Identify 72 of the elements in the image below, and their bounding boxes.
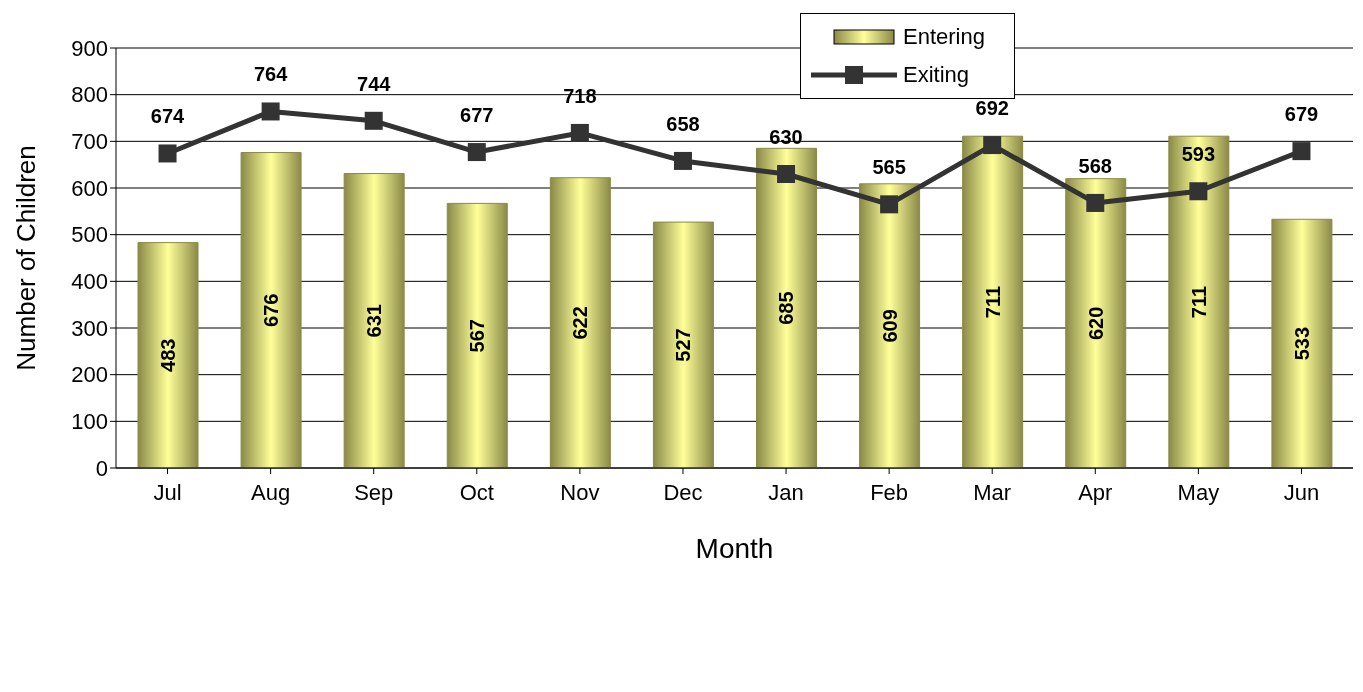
data-label: 620 bbox=[1084, 306, 1107, 341]
data-label: 658 bbox=[666, 112, 700, 135]
bar bbox=[1065, 178, 1127, 468]
y-tick-label: 0 bbox=[95, 455, 108, 481]
point bbox=[673, 151, 692, 170]
x-tick-label: Oct bbox=[459, 479, 494, 505]
x-tick-label: Dec bbox=[663, 479, 703, 505]
bar bbox=[549, 177, 611, 468]
bar bbox=[962, 135, 1024, 468]
x-tick-label: Nov bbox=[560, 479, 600, 505]
data-label: 676 bbox=[260, 293, 283, 327]
point bbox=[1292, 142, 1311, 161]
bar bbox=[652, 221, 714, 468]
x-tick-label: Aug bbox=[251, 479, 291, 505]
bar bbox=[343, 173, 405, 468]
data-label: 483 bbox=[157, 338, 179, 372]
data-label: 533 bbox=[1290, 326, 1313, 361]
legend-label: Exiting bbox=[903, 62, 970, 88]
data-label: 692 bbox=[975, 97, 1009, 120]
point bbox=[261, 102, 280, 121]
data-label: 674 bbox=[150, 105, 186, 128]
x-tick-label: May bbox=[1177, 479, 1220, 505]
x-tick-label: Apr bbox=[1078, 479, 1113, 505]
bar bbox=[137, 242, 199, 468]
data-label: 744 bbox=[357, 72, 392, 95]
data-label: 764 bbox=[253, 63, 289, 86]
x-tick-label: Jun bbox=[1283, 479, 1320, 505]
point bbox=[777, 165, 796, 183]
legend-label: Entering bbox=[903, 24, 985, 50]
data-label: 568 bbox=[1078, 154, 1112, 177]
y-tick-label: 500 bbox=[71, 222, 108, 248]
data-label: 685 bbox=[775, 291, 798, 325]
y-axis-title: Number of Children bbox=[11, 145, 42, 371]
x-tick-label: Sep bbox=[354, 479, 394, 505]
data-label: 711 bbox=[1187, 285, 1210, 319]
y-tick-label: 600 bbox=[71, 175, 108, 201]
x-tick-label: Mar bbox=[973, 479, 1012, 505]
bar bbox=[859, 183, 921, 468]
point bbox=[1189, 182, 1208, 201]
data-label: 593 bbox=[1181, 143, 1216, 166]
bar bbox=[1168, 135, 1230, 468]
data-label: 609 bbox=[878, 309, 901, 343]
bar bbox=[756, 147, 817, 468]
y-tick-label: 900 bbox=[71, 35, 108, 61]
data-label: 679 bbox=[1284, 103, 1319, 126]
data-label: 527 bbox=[672, 328, 695, 362]
x-axis-title: Month bbox=[695, 533, 774, 564]
y-tick-label: 700 bbox=[71, 129, 108, 155]
bar bbox=[240, 152, 302, 468]
point bbox=[570, 123, 589, 142]
data-label: 711 bbox=[981, 285, 1004, 319]
x-tick-label: Jan bbox=[768, 479, 804, 505]
point bbox=[880, 195, 899, 214]
point bbox=[1086, 193, 1105, 212]
y-tick-label: 400 bbox=[71, 269, 108, 295]
point bbox=[467, 143, 486, 162]
data-label: 565 bbox=[872, 156, 906, 179]
point bbox=[158, 144, 177, 163]
data-label: 631 bbox=[363, 304, 386, 338]
y-tick-label: 100 bbox=[71, 409, 108, 435]
point bbox=[364, 111, 383, 130]
y-tick-label: 200 bbox=[71, 362, 108, 388]
data-label: 622 bbox=[569, 306, 592, 340]
x-tick-label: Jul bbox=[153, 479, 182, 505]
x-tick-label: Feb bbox=[870, 479, 909, 505]
data-label: 677 bbox=[460, 104, 494, 127]
point bbox=[983, 136, 1002, 155]
bar bbox=[446, 202, 508, 468]
data-label: 567 bbox=[466, 319, 489, 353]
bar bbox=[1271, 218, 1333, 468]
y-tick-label: 300 bbox=[71, 315, 108, 341]
y-tick-label: 800 bbox=[71, 82, 108, 108]
